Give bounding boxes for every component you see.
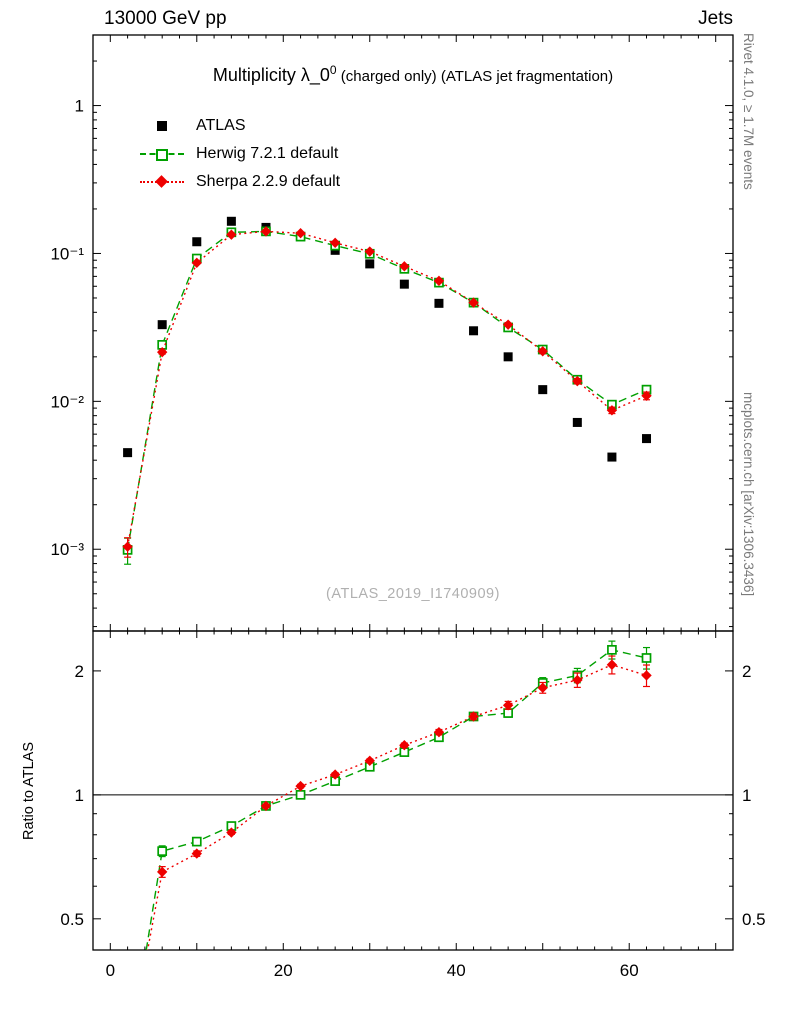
svg-text:1: 1 [742,786,751,805]
plot-title-superscript: 0 [329,63,337,77]
atlas-filled-square-icon [157,121,167,131]
sherpa-dotted-line-icon [140,175,184,188]
ratio-series-sherpa [146,655,652,950]
sherpa-diamond-icon [155,175,168,188]
herwig-dashed-line-icon [140,149,184,161]
svg-text:1: 1 [75,786,84,805]
ratio-panel-frame [92,630,734,951]
ratio-series-herwig [145,640,652,950]
legend-label-sherpa: Sherpa 2.2.9 default [196,173,341,190]
svg-text:0.5: 0.5 [742,910,766,929]
svg-text:40: 40 [447,961,466,980]
beam-energy-label: 13000 GeV pp [104,8,227,29]
svg-text:60: 60 [620,961,639,980]
svg-text:0: 0 [106,961,115,980]
herwig-open-square-icon [156,149,168,161]
svg-text:10⁻³: 10⁻³ [50,540,84,559]
svg-text:1: 1 [75,97,84,116]
analysis-id-watermark: (ATLAS_2019_I1740909) [326,586,500,602]
svg-text:2: 2 [742,662,751,681]
axis-tick-labels: 0 20 40 60 1 10⁻¹ 10⁻² 10⁻³ 0.5 0.5 1 1 2 2 [50,97,765,980]
plot-title: Multiplicity λ_00 (charged only) (ATLAS … [93,63,733,86]
svg-text:10⁻²: 10⁻² [50,392,84,411]
main-series-sherpa [122,226,652,558]
svg-text:20: 20 [274,961,293,980]
main-series-atlas [123,216,652,462]
legend-label-atlas: ATLAS [196,117,246,134]
plot-title-qualifier: (charged only) (ATLAS jet fragmentation) [336,68,614,85]
mcplots-arxiv-label: mcplots.cern.ch [arXiv:1306.3436] [741,392,756,597]
svg-text:10⁻¹: 10⁻¹ [50,244,84,263]
plot-title-main: Multiplicity λ_0 [212,65,330,85]
main-series-herwig [122,226,652,565]
svg-text:2: 2 [75,662,84,681]
observable-group-label: Jets [698,8,733,29]
rivet-version-label: Rivet 4.1.0, ≥ 1.7M events [741,33,756,190]
legend-item-sherpa: Sherpa 2.2.9 default [138,168,340,196]
legend-item-atlas: ATLAS [138,112,340,140]
legend-label-herwig: Herwig 7.2.1 default [196,145,339,162]
ratio-axis-label: Ratio to ATLAS [21,741,37,841]
legend-item-herwig: Herwig 7.2.1 default [138,140,340,168]
legend: ATLAS Herwig 7.2.1 default Sherpa 2.2.9 … [138,112,340,196]
svg-text:0.5: 0.5 [60,910,84,929]
